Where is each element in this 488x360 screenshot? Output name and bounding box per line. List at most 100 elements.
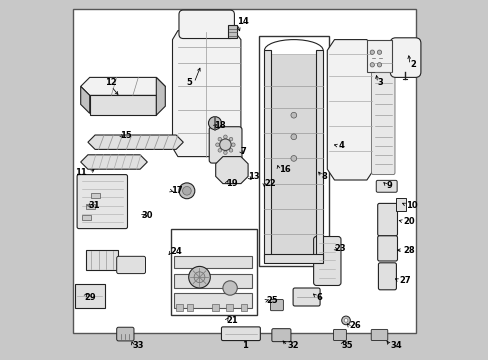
FancyBboxPatch shape	[292, 288, 320, 306]
Circle shape	[369, 63, 374, 67]
Bar	[176, 304, 182, 311]
Text: 31: 31	[89, 201, 101, 210]
Bar	[174, 274, 251, 288]
Circle shape	[290, 134, 296, 140]
Bar	[186, 304, 193, 311]
FancyBboxPatch shape	[377, 236, 397, 261]
FancyBboxPatch shape	[179, 10, 234, 39]
Bar	[258, 36, 328, 266]
Circle shape	[377, 63, 381, 67]
Bar	[226, 304, 232, 311]
Text: 6: 6	[316, 292, 322, 302]
Circle shape	[229, 137, 232, 141]
Circle shape	[182, 186, 191, 195]
Bar	[174, 293, 251, 308]
Text: 25: 25	[265, 296, 277, 305]
Circle shape	[344, 319, 347, 322]
Circle shape	[290, 156, 296, 161]
FancyBboxPatch shape	[271, 329, 290, 342]
Bar	[174, 256, 251, 268]
Polygon shape	[89, 95, 156, 115]
Text: 12: 12	[105, 78, 117, 87]
Text: 32: 32	[287, 341, 299, 350]
Circle shape	[231, 143, 235, 147]
Circle shape	[223, 281, 237, 295]
Polygon shape	[81, 77, 165, 95]
Polygon shape	[81, 86, 89, 113]
Text: 28: 28	[402, 246, 414, 255]
Polygon shape	[88, 135, 183, 149]
Polygon shape	[215, 157, 247, 184]
Bar	[264, 254, 322, 263]
FancyBboxPatch shape	[117, 327, 134, 341]
FancyBboxPatch shape	[77, 175, 127, 229]
FancyBboxPatch shape	[270, 300, 283, 311]
FancyBboxPatch shape	[117, 256, 145, 274]
Bar	[241, 304, 247, 311]
FancyBboxPatch shape	[313, 237, 340, 285]
Text: 34: 34	[389, 341, 401, 350]
Circle shape	[179, 183, 194, 199]
Bar	[395, 198, 406, 211]
FancyBboxPatch shape	[375, 180, 396, 192]
Text: 1: 1	[241, 341, 247, 350]
Circle shape	[369, 50, 374, 54]
Bar	[270, 54, 316, 254]
Bar	[91, 193, 101, 198]
Circle shape	[218, 149, 221, 152]
Bar	[264, 50, 270, 259]
Text: 5: 5	[186, 78, 192, 87]
Text: 14: 14	[237, 17, 248, 26]
Polygon shape	[326, 40, 373, 180]
Text: 35: 35	[341, 341, 353, 350]
FancyBboxPatch shape	[377, 203, 397, 236]
Text: 8: 8	[321, 172, 327, 181]
Text: 10: 10	[406, 201, 417, 210]
Bar	[86, 250, 118, 270]
Circle shape	[223, 135, 227, 139]
Circle shape	[215, 143, 219, 147]
FancyBboxPatch shape	[370, 329, 387, 341]
Text: 24: 24	[170, 248, 182, 256]
Bar	[316, 50, 322, 259]
Bar	[81, 215, 91, 220]
Circle shape	[223, 151, 227, 154]
Text: 13: 13	[247, 172, 259, 181]
Text: 20: 20	[402, 217, 414, 226]
Text: 3: 3	[377, 78, 383, 87]
Text: 11: 11	[75, 168, 87, 177]
Text: 19: 19	[226, 179, 238, 188]
Bar	[212, 304, 218, 311]
FancyBboxPatch shape	[221, 327, 260, 341]
FancyBboxPatch shape	[209, 127, 242, 163]
Text: 7: 7	[241, 147, 246, 156]
Circle shape	[194, 272, 204, 283]
Text: 26: 26	[348, 321, 360, 330]
Text: 21: 21	[226, 316, 238, 325]
Text: 9: 9	[386, 181, 392, 190]
Circle shape	[188, 266, 210, 288]
Circle shape	[377, 50, 381, 54]
Text: 27: 27	[399, 276, 410, 285]
Circle shape	[219, 139, 231, 150]
FancyBboxPatch shape	[378, 263, 396, 290]
Text: 16: 16	[278, 165, 290, 174]
Circle shape	[218, 137, 221, 141]
Text: 4: 4	[337, 141, 343, 150]
Bar	[86, 204, 95, 209]
Polygon shape	[81, 155, 147, 169]
Text: 2: 2	[409, 60, 415, 69]
Text: 29: 29	[84, 292, 96, 302]
Text: 18: 18	[213, 122, 225, 130]
Text: 33: 33	[133, 341, 144, 350]
Polygon shape	[156, 77, 165, 115]
Text: 17: 17	[170, 186, 182, 195]
FancyBboxPatch shape	[389, 38, 420, 77]
Circle shape	[208, 117, 221, 130]
Polygon shape	[172, 31, 241, 157]
Text: 15: 15	[120, 130, 132, 139]
Bar	[366, 40, 391, 72]
Circle shape	[341, 316, 349, 325]
Bar	[75, 284, 105, 308]
Text: 23: 23	[334, 244, 346, 253]
